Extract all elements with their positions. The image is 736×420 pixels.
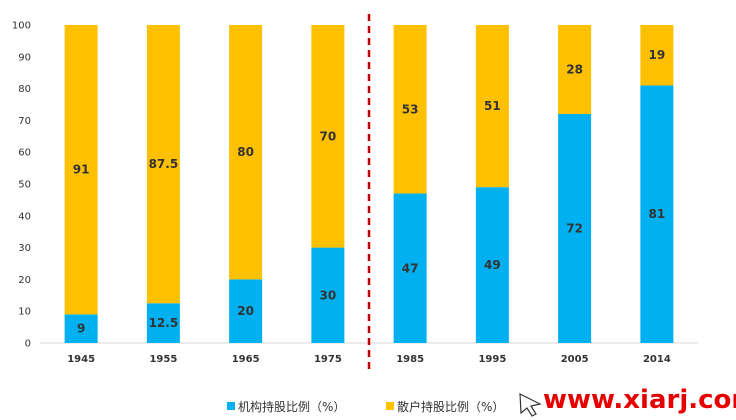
y-tick-label: 50 [18, 180, 31, 191]
data-label: 87.5 [149, 157, 179, 171]
y-tick-label: 0 [25, 339, 31, 350]
y-tick-label: 100 [12, 21, 31, 32]
bar-segment-institutional [640, 85, 674, 344]
x-tick-label: 2005 [561, 354, 589, 365]
bar-segment-institutional [311, 247, 345, 343]
x-tick-label: 1955 [149, 354, 177, 365]
y-tick-label: 30 [18, 243, 31, 254]
x-tick-label: 1945 [67, 354, 95, 365]
x-tick-label: 1975 [314, 354, 342, 365]
legend-swatch [227, 402, 235, 410]
bar-segment-retail [64, 25, 98, 315]
x-tick-label: 2014 [643, 354, 671, 365]
legend: 机构持股比例（%） 散户持股比例（%） [227, 399, 504, 414]
y-tick-label: 20 [18, 275, 31, 286]
legend-label: 机构持股比例（%） [238, 399, 345, 414]
data-label: 30 [320, 288, 337, 302]
data-label: 20 [237, 304, 254, 318]
x-tick-label: 1965 [232, 354, 260, 365]
bar-segment-retail [393, 25, 427, 194]
data-label: 81 [649, 207, 666, 221]
bar-segment-institutional [558, 114, 592, 343]
y-tick-label: 60 [18, 148, 31, 159]
bar-segment-institutional [475, 187, 509, 343]
data-label: 47 [402, 261, 419, 275]
data-label: 12.5 [149, 316, 179, 330]
data-label: 51 [484, 99, 501, 113]
bar-segment-retail [640, 25, 674, 86]
data-label: 28 [566, 63, 583, 77]
data-label: 70 [320, 129, 337, 143]
data-label: 49 [484, 258, 501, 272]
bar-segment-retail [558, 25, 592, 115]
bar-segment-institutional [64, 314, 98, 343]
legend-swatch [386, 402, 394, 410]
bar-segment-institutional [229, 279, 263, 343]
data-label: 53 [402, 102, 419, 116]
x-tick-label: 1995 [478, 354, 506, 365]
bar-segment-retail [311, 25, 345, 248]
bar-segment-retail [229, 25, 263, 280]
y-tick-label: 40 [18, 211, 31, 222]
bar-segment-retail [146, 25, 180, 304]
y-tick-label: 90 [18, 52, 31, 63]
y-tick-label: 80 [18, 84, 31, 95]
bar-segment-institutional [393, 193, 427, 343]
data-label: 72 [566, 222, 583, 236]
y-tick-label: 10 [18, 307, 31, 318]
data-label: 19 [649, 48, 666, 62]
data-label: 80 [237, 145, 254, 159]
y-tick-label: 70 [18, 116, 31, 127]
bar-segment-retail [475, 25, 509, 188]
data-label: 9 [77, 322, 85, 336]
legend-label: 散户持股比例（%） [397, 399, 504, 414]
watermark: www.xiarj.com [519, 385, 736, 417]
arrow-pointer-icon [519, 393, 542, 417]
watermark-text: www.xiarj.com [543, 385, 736, 415]
bar-segment-institutional [146, 303, 180, 343]
x-tick-label: 1985 [396, 354, 424, 365]
data-label: 91 [73, 163, 90, 177]
y-axis: 0 10 20 30 40 50 60 70 80 90 100 [12, 21, 31, 350]
bars: 9 91 12.5 87.5 20 80 30 70 47 53 49 51 72 28 81 19 [64, 25, 674, 344]
